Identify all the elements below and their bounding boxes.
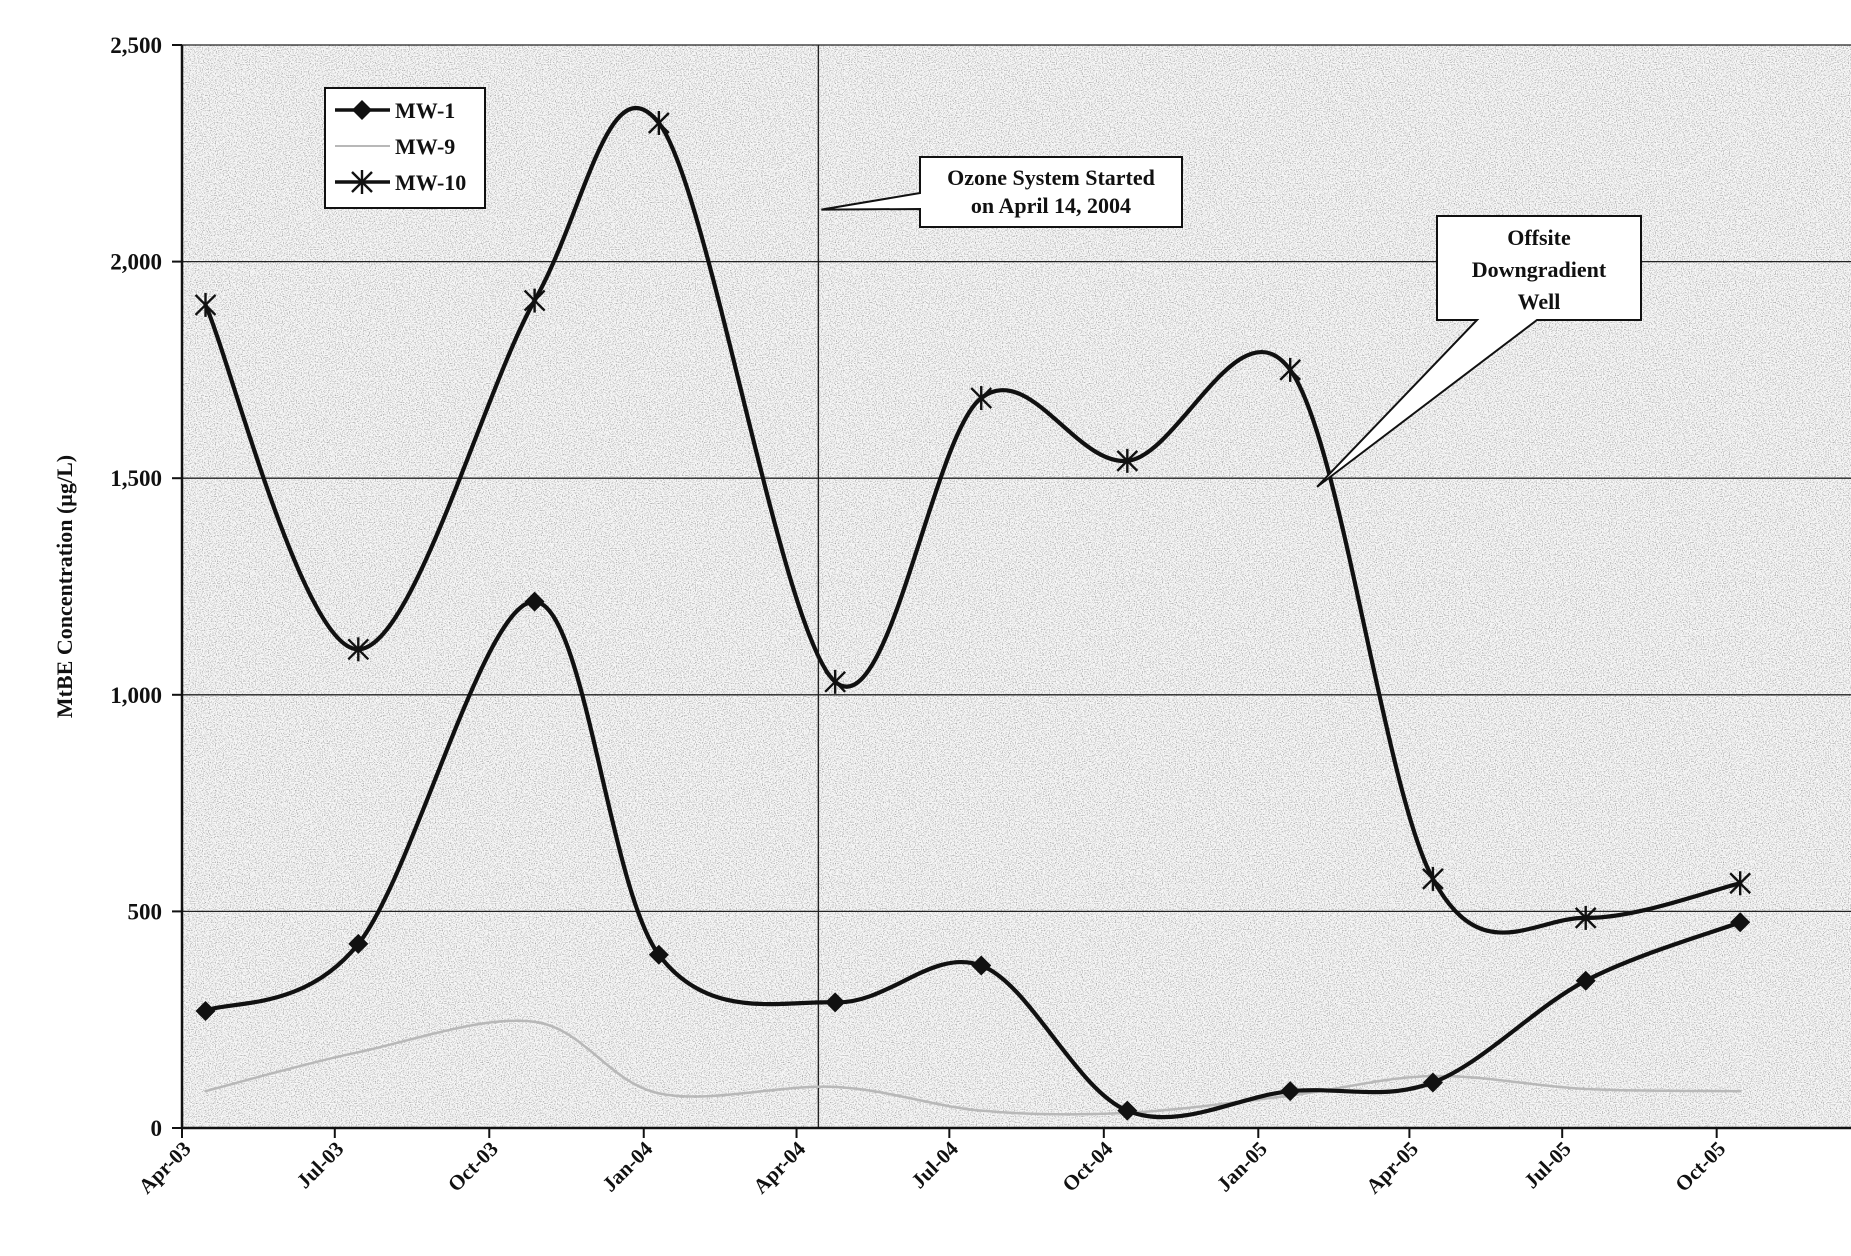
ozone-callout-box [821,156,1183,228]
offsite-callout-box [1316,215,1642,488]
point-mw-10 [824,669,847,694]
point-mw-10 [1574,905,1597,930]
legend-item-mw-10: MW-10 [335,170,466,195]
point-mw-1 [971,955,992,976]
offsite-callout: Offsite Downgradient Well [1316,215,1642,488]
legend-box [324,87,486,209]
point-mw-1 [1280,1081,1301,1102]
y-tick-label: 1,500 [110,466,162,491]
legend-marker [352,100,372,120]
y-axis-title: MtBE Concentration (µg/L) [52,455,77,718]
point-mw-10 [648,110,670,135]
point-mw-10 [1729,871,1752,896]
offsite-callout-text: Downgradient [1472,257,1607,282]
legend-item-mw-9: MW-9 [335,134,455,159]
point-mw-10 [194,292,217,317]
legend-item-mw-1: MW-1 [335,98,455,123]
series-mw-10 [194,105,1752,935]
legend-marker [351,170,373,194]
y-tick-label: 2,500 [110,33,162,58]
point-mw-1 [1422,1072,1443,1093]
offsite-callout-text: Offsite [1507,225,1571,250]
series-line-mw-10 [203,105,1743,935]
point-mw-1 [825,992,846,1013]
point-mw-10 [347,637,370,662]
point-mw-1 [524,591,545,612]
y-tick-label: 1,000 [110,683,162,708]
point-mw-10 [970,386,993,411]
legend-label: MW-1 [395,98,455,123]
point-mw-1 [348,933,369,954]
ozone-callout-text: on April 14, 2004 [971,193,1131,218]
legend-label: MW-9 [395,134,455,159]
point-mw-10 [1279,357,1302,382]
offsite-callout-text: Well [1518,289,1561,314]
point-mw-1 [648,944,669,965]
point-mw-1 [1575,970,1596,991]
y-tick-label: 0 [151,1116,163,1141]
point-mw-1 [1730,912,1751,933]
ozone-callout: Ozone System Started on April 14, 2004 [821,156,1183,228]
legend: MW-1 MW-9 MW-10 [324,87,486,209]
series-mw-9 [204,1019,1742,1116]
point-mw-10 [523,288,546,313]
series-mw-1 [195,591,1751,1121]
series-line-mw-1 [203,599,1743,1120]
y-tick-label: 500 [128,899,163,924]
ozone-callout-text: Ozone System Started [947,165,1155,190]
series-line-mw-9 [204,1019,1742,1116]
legend-label: MW-10 [395,170,466,195]
point-mw-1 [195,1001,216,1022]
point-mw-10 [1422,866,1444,891]
point-mw-1 [1117,1100,1138,1121]
y-tick-label: 2,000 [110,250,162,275]
point-mw-10 [1116,448,1139,473]
